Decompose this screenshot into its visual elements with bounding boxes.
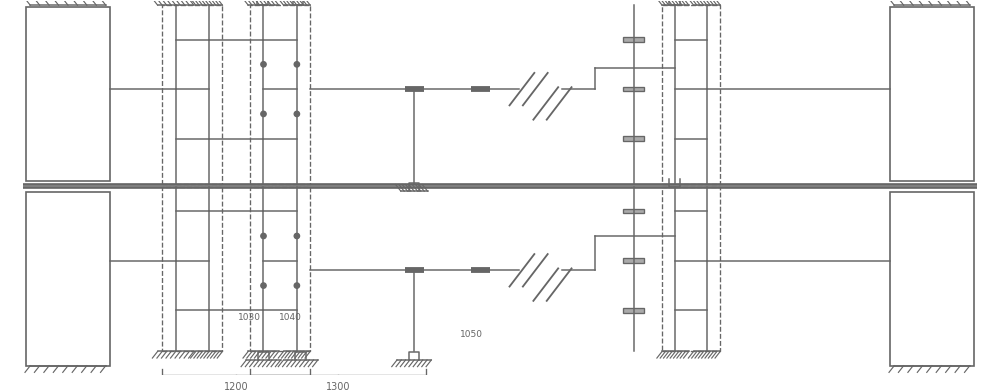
- Bar: [665, 258, 686, 263]
- Bar: [199, 258, 220, 263]
- Circle shape: [261, 111, 266, 116]
- Bar: [199, 308, 220, 313]
- Bar: [665, 87, 686, 91]
- Bar: [623, 209, 644, 214]
- FancyBboxPatch shape: [890, 192, 974, 366]
- Bar: [665, 136, 686, 141]
- Bar: [199, 136, 220, 141]
- Bar: [623, 258, 644, 263]
- Bar: [696, 209, 717, 214]
- Bar: [665, 209, 686, 214]
- Bar: [286, 258, 307, 263]
- Bar: [253, 37, 274, 42]
- FancyBboxPatch shape: [162, 5, 222, 183]
- Circle shape: [261, 283, 266, 288]
- Bar: [696, 37, 717, 42]
- Bar: [165, 308, 186, 313]
- Bar: [623, 136, 644, 141]
- Text: 1040: 1040: [279, 313, 302, 322]
- FancyBboxPatch shape: [250, 187, 310, 351]
- Bar: [253, 87, 274, 91]
- Bar: [696, 87, 717, 91]
- Bar: [199, 37, 220, 42]
- Bar: [199, 87, 220, 91]
- Bar: [253, 136, 274, 141]
- FancyBboxPatch shape: [162, 187, 222, 351]
- Circle shape: [261, 62, 266, 67]
- Bar: [696, 136, 717, 141]
- Bar: [165, 258, 186, 263]
- FancyBboxPatch shape: [662, 187, 720, 351]
- Bar: [253, 308, 274, 313]
- Bar: [623, 37, 644, 42]
- Bar: [286, 37, 307, 42]
- Circle shape: [261, 233, 266, 239]
- FancyBboxPatch shape: [662, 5, 720, 183]
- Circle shape: [294, 283, 300, 288]
- Circle shape: [294, 62, 300, 67]
- Bar: [253, 209, 274, 214]
- Bar: [665, 308, 686, 313]
- Bar: [165, 37, 186, 42]
- FancyBboxPatch shape: [26, 192, 110, 366]
- Bar: [623, 308, 644, 313]
- Bar: [165, 87, 186, 91]
- Bar: [286, 87, 307, 91]
- Text: 1200: 1200: [224, 382, 249, 392]
- Circle shape: [294, 111, 300, 116]
- Bar: [199, 209, 220, 214]
- Bar: [696, 308, 717, 313]
- Bar: [165, 136, 186, 141]
- Bar: [286, 209, 307, 214]
- FancyBboxPatch shape: [26, 7, 110, 181]
- Bar: [696, 258, 717, 263]
- Bar: [165, 209, 186, 214]
- Bar: [623, 87, 644, 91]
- Text: 1050: 1050: [460, 330, 483, 339]
- Bar: [286, 136, 307, 141]
- Text: 1300: 1300: [326, 382, 350, 392]
- Bar: [253, 258, 274, 263]
- FancyBboxPatch shape: [890, 7, 974, 181]
- Circle shape: [294, 233, 300, 239]
- Bar: [286, 308, 307, 313]
- Bar: [665, 37, 686, 42]
- FancyBboxPatch shape: [250, 5, 310, 183]
- Text: 1030: 1030: [238, 313, 261, 322]
